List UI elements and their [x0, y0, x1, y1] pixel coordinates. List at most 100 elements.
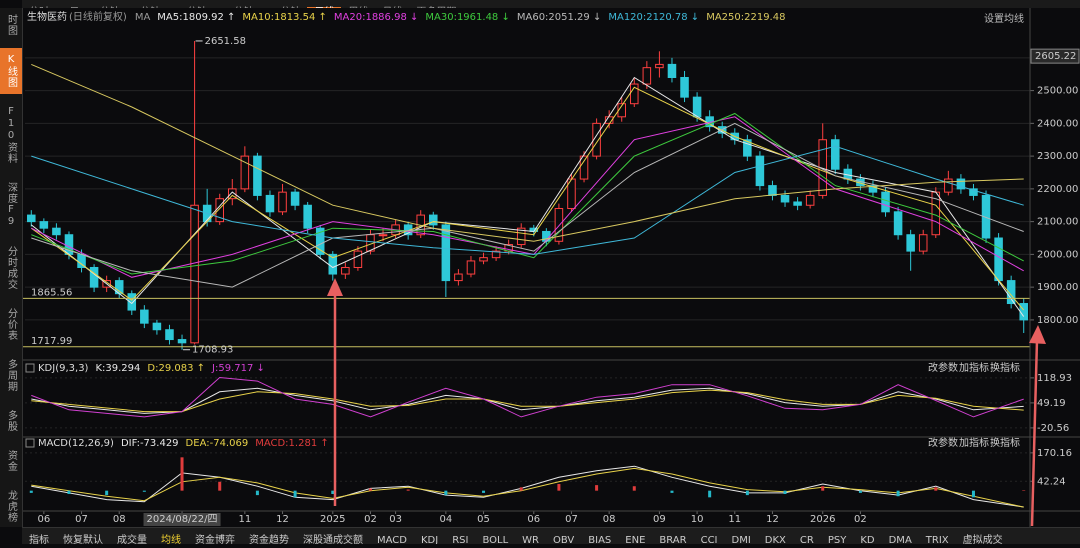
macd-bar [595, 485, 599, 491]
plot-area: 1800.00 1900.00 2000.00 2100.00 2200.00 2300.… [22, 10, 1080, 526]
candle-body [743, 139, 752, 157]
period-tab[interactable]: 月线 [375, 7, 409, 8]
legend-entry: D:29.083 ↑ [147, 363, 205, 374]
ma-settings[interactable]: 设置均线 [984, 14, 1024, 25]
panel-header: 生物医药 (日线前复权) MA MA5:1809.92 ↑ MA10:1813.54 ↑… [27, 10, 785, 23]
ma-line [31, 86, 1025, 311]
panel-button[interactable]: 加指标 [959, 361, 989, 374]
panel-button[interactable]: 改参数 [928, 436, 958, 449]
indicator-tab[interactable]: 深股通成交额 [303, 535, 363, 544]
candle-body [253, 155, 262, 196]
support-label: 1717.99 [31, 336, 72, 347]
indicator-tab[interactable]: 均线 [161, 535, 181, 544]
indicator-tab[interactable]: CCI [700, 535, 718, 544]
chart-title: 生物医药 [27, 10, 67, 23]
indicator-line [31, 467, 1024, 508]
x-tick-label: 10 [691, 514, 704, 525]
macd-bar [632, 486, 636, 491]
y-tick-label: 2000.00 [1037, 249, 1078, 260]
macd-bar [406, 489, 410, 491]
indicator-tab[interactable]: BRAR [659, 535, 687, 544]
indicator-tab[interactable]: 资金趋势 [249, 535, 289, 544]
chart-title: KDJ(9,3,3) [38, 363, 89, 374]
side-tab[interactable]: 多股 [5, 410, 17, 432]
panel-button[interactable]: 换指标 [990, 436, 1020, 449]
indicator-tab[interactable]: 虚拟成交 [962, 535, 1003, 544]
candle-body [240, 155, 250, 190]
x-tick-label: 2025 [320, 514, 345, 525]
side-tab[interactable]: 时图 [5, 14, 17, 36]
period-tab[interactable]: 15分钟 [167, 7, 214, 8]
side-tab[interactable]: F10资料 [5, 106, 17, 164]
indicator-tab[interactable]: KD [860, 535, 875, 544]
candle-body [127, 293, 137, 311]
panel-header: KDJ(9,3,3) K:39.294 D:29.083 ↑ J:59.717 ↓ [38, 363, 265, 374]
indicator-tab[interactable]: 恢复默认 [63, 535, 103, 544]
side-tab[interactable]: 龙虎榜 [5, 490, 17, 523]
indicator-tab[interactable]: MACD [377, 535, 407, 544]
indicator-tab[interactable]: DKX [764, 535, 786, 544]
indicator-tab[interactable]: RSI [452, 535, 469, 544]
indicator-tab[interactable]: OBV [553, 535, 575, 544]
ma-line [31, 122, 1024, 288]
indicator-tab[interactable]: DMI [731, 535, 751, 544]
y-tick-label: 118.93 [1037, 373, 1072, 384]
macd-bar [255, 490, 259, 496]
x-tick-label: 2024/08/22/四 [147, 514, 218, 525]
extreme-label: 1708.93 [192, 345, 233, 356]
x-tick-label: 02 [364, 514, 377, 525]
indicator-tabs: 指标 恢复默认 成交量 均线 资金博弈 资金趋势 深股通成交额 MACD KDJ RSI BOLL W… [22, 527, 1080, 544]
panel-button[interactable]: 加指标 [959, 436, 989, 449]
indicator-tab[interactable]: TRIX [925, 535, 949, 544]
period-tab[interactable]: 30分钟 [214, 7, 261, 8]
period-tab[interactable]: 1分钟 [86, 7, 126, 8]
candle-body [994, 237, 1003, 282]
period-tab[interactable]: 日线 [307, 7, 342, 8]
indicator-tab[interactable]: ENE [625, 535, 646, 544]
indicator-tab[interactable]: CR [799, 535, 814, 544]
sidebar: 时图 K线图 F10资料深度F9 分时成交分价表多周期多股资金龙虎榜 [0, 8, 23, 527]
legend-entry: J:59.717 ↓ [211, 363, 265, 374]
panel-button[interactable]: 换指标 [990, 361, 1020, 374]
x-tick-label: 06 [37, 514, 50, 525]
indicator-tab[interactable]: DMA [888, 535, 912, 544]
side-tab[interactable]: 多周期 [5, 359, 17, 392]
x-tick-label: 04 [439, 514, 452, 525]
period-tab[interactable]: 5分钟 [127, 7, 167, 8]
legend-entry: MACD:1.281 ↑ [255, 438, 329, 449]
indicator-tab[interactable]: 成交量 [117, 535, 147, 544]
y-tick-label: 2200.00 [1037, 184, 1078, 195]
macd-bar [293, 490, 297, 498]
macd-bar [971, 490, 975, 498]
indicator-tab[interactable]: BOLL [482, 535, 509, 544]
period-tab[interactable]: 分时 [22, 7, 56, 8]
macd-bar [896, 490, 900, 497]
side-tab[interactable]: 分时成交 [5, 246, 17, 290]
x-tick-label: 05 [477, 514, 490, 525]
indicator-tab[interactable]: PSY [827, 535, 847, 544]
side-tab[interactable]: K线图 [0, 48, 22, 94]
ma-line [31, 63, 1024, 242]
side-tab[interactable]: 深度F9 [5, 182, 17, 228]
indicator-tab[interactable]: 指标 [29, 535, 49, 544]
period-tab[interactable]: 60分钟 [261, 7, 308, 8]
y-tick-label: -20.56 [1037, 423, 1069, 434]
candle-body [630, 83, 639, 105]
macd-bar [670, 490, 674, 493]
indicator-tab[interactable]: WR [522, 535, 539, 544]
indicator-tab[interactable]: BIAS [588, 535, 612, 544]
period-tab[interactable]: 更多周期 [409, 7, 463, 8]
period-tab[interactable]: 5日 [56, 7, 86, 8]
period-tab[interactable]: 周线 [341, 7, 375, 8]
side-tab[interactable]: 分价表 [5, 308, 17, 341]
macd-bar [142, 490, 146, 492]
candle-body [906, 234, 915, 252]
candle-body [140, 309, 149, 324]
indicator-tab[interactable]: 资金博弈 [195, 535, 235, 544]
panel-button[interactable]: 改参数 [928, 361, 958, 374]
candle-body [893, 211, 903, 236]
side-tab[interactable]: 资金 [5, 450, 17, 472]
candle-body [516, 227, 526, 246]
indicator-tab[interactable]: KDJ [420, 535, 439, 544]
